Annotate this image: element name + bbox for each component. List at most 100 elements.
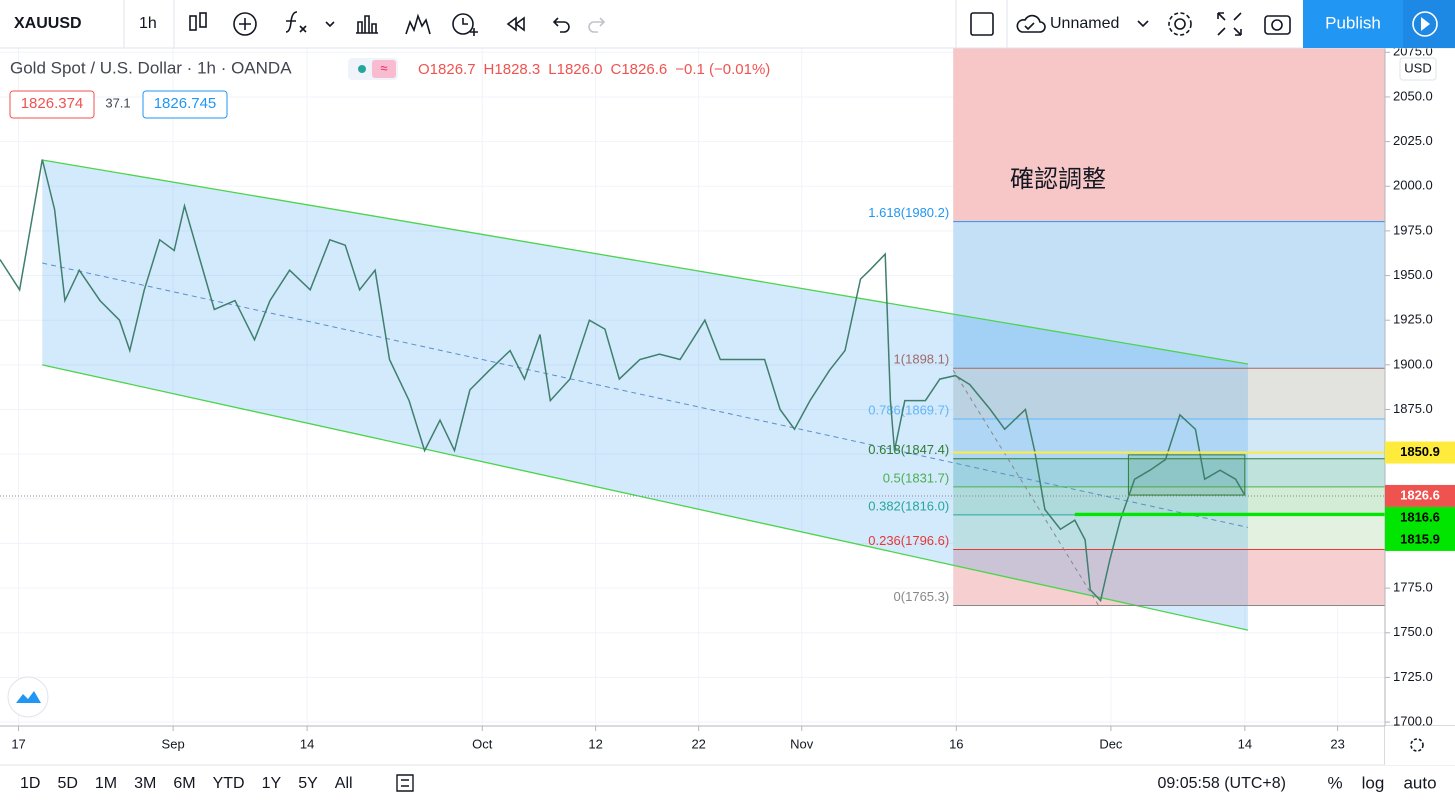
channel-upper [42,159,1249,365]
indicators-icon[interactable] [285,11,307,33]
bid[interactable]: 1826.374 [21,95,84,112]
fib-zone [953,549,1385,606]
range-button[interactable]: 1Y [262,775,282,792]
settings-icon[interactable] [1174,18,1186,30]
percent-toggle[interactable]: % [1327,773,1342,792]
publish-button[interactable] [1303,0,1403,48]
fib-trend [952,369,1099,606]
price-tag-label: 1850.9 [1400,444,1440,459]
price-tag [1385,528,1455,551]
fullscreen-layout-icon[interactable] [970,12,994,36]
indicator-add-icon[interactable] [239,18,251,30]
channel-middle [42,262,1249,528]
range-button[interactable]: 6M [173,775,195,792]
y-tick-label: 1925.0 [1393,312,1433,327]
currency-box[interactable] [1399,57,1437,81]
dropdown-icon[interactable] [1137,20,1149,28]
ohlc-value: O1826.7 [418,61,476,78]
ohlc-value: −0.1 (−0.01%) [675,61,770,78]
range-button[interactable]: YTD [213,775,245,792]
range-button[interactable]: 5Y [298,775,318,792]
y-tick-label: 1775.0 [1393,580,1433,595]
axis-settings-icon[interactable] [1410,738,1424,752]
y-tick-label: 2025.0 [1393,133,1433,148]
logo-circle[interactable] [7,676,49,718]
market-status-dot [358,65,366,73]
price-line [0,159,1246,603]
publish-label[interactable]: Publish [1325,13,1381,32]
y-tick-label: 2050.0 [1393,88,1433,103]
fib-zone [953,221,1385,369]
undo-icon[interactable] [552,17,570,33]
delay-badge [372,60,396,78]
price-tag [1385,506,1455,529]
goto-date-icon[interactable] [396,774,414,792]
fib-top-zone [953,48,1385,222]
replay-icon[interactable] [506,16,525,32]
x-tick-label: Dec [1099,736,1123,751]
y-tick-label: 1975.0 [1393,222,1433,237]
symbol[interactable]: XAUUSD [14,15,82,32]
compare-icon[interactable] [405,13,431,35]
fib-label: 1.618(1980.2) [868,205,949,220]
range-button[interactable]: 1M [95,775,117,792]
range-button[interactable]: 1D [20,775,40,792]
clock[interactable]: 09:05:58 (UTC+8) [1157,775,1286,792]
bid-box[interactable] [9,90,95,119]
price-tag-label: 1826.6 [1400,487,1440,502]
log-toggle[interactable]: log [1362,773,1385,792]
snapshot-icon[interactable] [1271,19,1283,31]
auto-toggle[interactable]: auto [1403,773,1436,792]
fib-label: 0(1765.3) [894,589,950,604]
y-tick-label: 1750.0 [1393,624,1433,639]
annotation: 確認調整 [1010,165,1106,193]
y-tick-label: 1700.0 [1393,714,1433,729]
alert-icon[interactable] [452,13,474,35]
price-tag [1385,484,1455,507]
delay-badge-icon: ≈ [380,60,387,75]
ask-box[interactable] [142,90,228,119]
fib-label: 0.786(1869.7) [868,402,949,417]
fib-zone [953,458,1385,487]
fib-label: 0.618(1847.4) [868,442,949,457]
snapshot-icon[interactable] [1264,15,1291,35]
ohlc-value: C1826.6 [611,61,668,78]
alert-icon[interactable] [462,18,478,36]
legend-title: Gold Spot / U.S. Dollar · 1h · OANDA [10,58,292,77]
stream-icon[interactable] [1421,17,1430,31]
interval[interactable]: 1h [139,15,157,32]
range-button[interactable]: 5D [57,775,77,792]
range-button[interactable]: 3M [134,775,156,792]
y-tick-label: 1950.0 [1393,267,1433,282]
chart-type-icon[interactable] [199,12,207,28]
corner [1385,726,1455,765]
layout-name[interactable]: Unnamed [1050,15,1119,32]
x-tick-label: 22 [691,736,705,751]
plot-area: 1.618(1980.2) 1(1898.1) 0.786(1869.7) 0.618… [0,48,1385,726]
cloud-icon [1016,14,1046,33]
templates-icon[interactable] [356,15,378,34]
fib-label: 0.5(1831.7) [883,470,950,485]
settings-icon[interactable] [1168,12,1192,36]
x-tick-label: 14 [1238,736,1252,751]
ask[interactable]: 1826.745 [154,95,217,112]
legend: Gold Spot / U.S. Dollar · 1h · OANDA ≈ O… [9,58,770,119]
x-tick-label: 23 [1330,736,1344,751]
logo [7,676,49,718]
logo-icon[interactable] [16,691,41,703]
y-tick-label: 1900.0 [1393,356,1433,371]
fullscreen-icon[interactable] [1217,12,1242,36]
dropdown-icon[interactable] [325,21,335,28]
channel-fill [42,159,1248,631]
price-tag [1385,441,1455,464]
ohlc: O1826.7 H1828.3 L1826.0 C1826.6 −0.1 (−0.01%… [418,61,770,78]
y-tick-label: 1725.0 [1393,669,1433,684]
range-button[interactable]: All [335,775,353,792]
ohlc-value: L1826.0 [548,61,602,78]
bottom-bar: 09:05:58 (UTC+8) % log auto 1D 5D 1M 3M 6M YT… [20,726,1455,792]
x-tick-label: Sep [162,736,185,751]
indicator-add-icon[interactable] [233,12,257,36]
chart-type-icon[interactable] [189,15,197,31]
stream-icon[interactable] [1412,11,1438,37]
currency[interactable]: USD [1404,60,1431,75]
